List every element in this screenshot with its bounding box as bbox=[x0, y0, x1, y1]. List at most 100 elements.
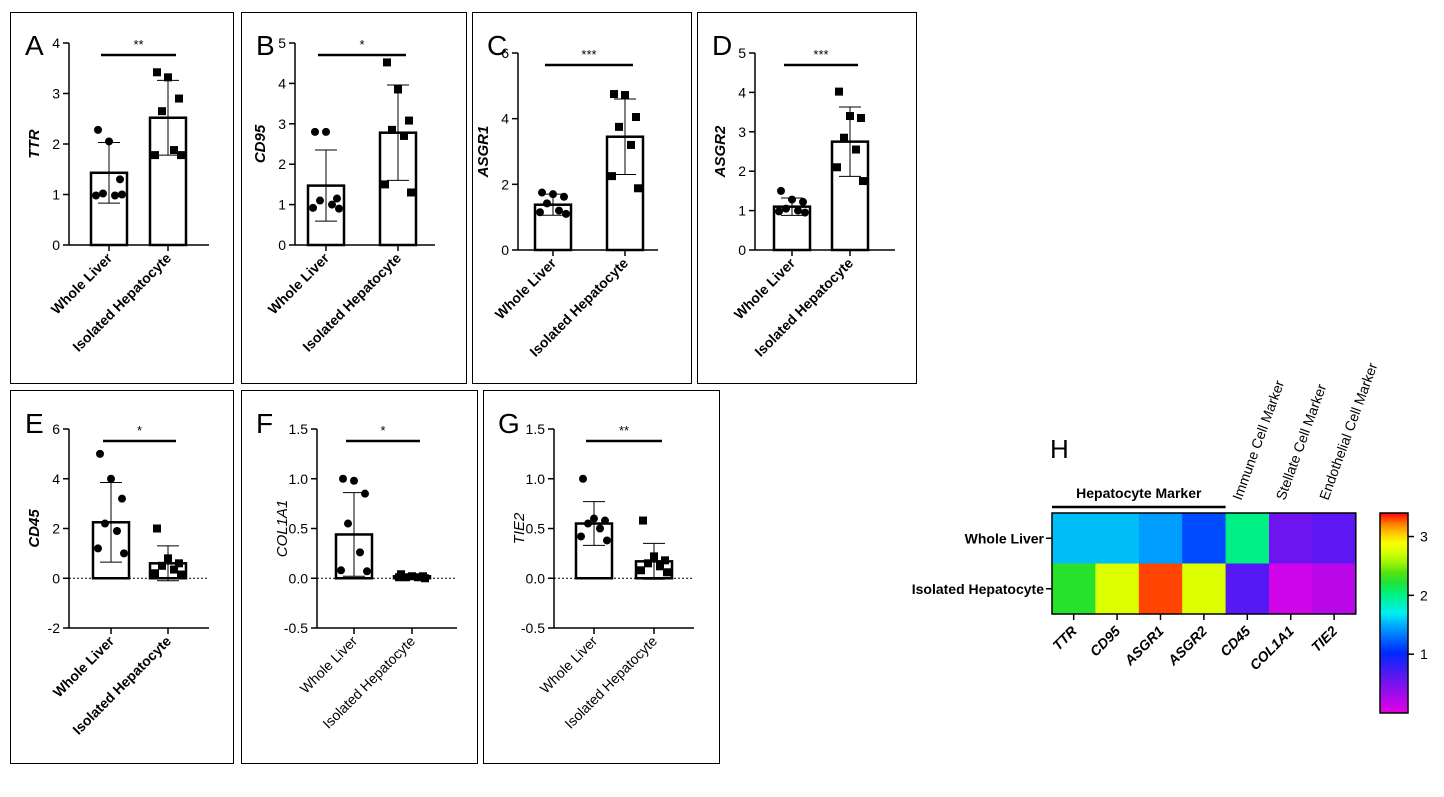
y-tick-label: 0.5 bbox=[289, 521, 309, 537]
y-tick-label: -0.5 bbox=[284, 620, 308, 636]
y-tick-label: 4 bbox=[52, 35, 60, 51]
data-point bbox=[579, 474, 587, 483]
y-tick-label: 0.0 bbox=[526, 570, 546, 586]
data-point bbox=[400, 131, 408, 140]
data-point bbox=[402, 573, 410, 582]
data-point bbox=[777, 186, 785, 195]
y-tick-label: 6 bbox=[52, 421, 60, 437]
y-tick-label: -2 bbox=[48, 620, 61, 636]
data-point bbox=[663, 568, 671, 577]
data-point bbox=[610, 90, 618, 99]
heatmap-cell bbox=[1095, 563, 1140, 615]
panel-f: F -0.5 0.0 0.5 1.0 1.5 COL1A1 Whole Liver Isolat… bbox=[241, 390, 478, 764]
heatmap-cell bbox=[1095, 513, 1140, 564]
group-label: Endothelial Cell Marker bbox=[1316, 360, 1381, 502]
y-tick-label: 2 bbox=[501, 176, 509, 192]
y-tick-label: 3 bbox=[278, 116, 286, 132]
data-point bbox=[177, 570, 185, 579]
data-point bbox=[309, 203, 317, 212]
data-point bbox=[615, 122, 623, 131]
panel-letter: G bbox=[498, 408, 520, 439]
y-tick-label: 4 bbox=[278, 75, 286, 91]
heatmap-cell bbox=[1052, 513, 1096, 564]
data-point bbox=[555, 206, 563, 215]
y-tick-label: 5 bbox=[738, 45, 746, 61]
data-point bbox=[94, 125, 102, 134]
data-point bbox=[328, 200, 336, 209]
panel-a: A 0 1 2 3 4 TTR Whole Liver Isolated Hepatocyte *… bbox=[10, 12, 234, 384]
row-label: Isolated Hepatocyte bbox=[912, 581, 1044, 597]
panel-b: B 0 1 2 3 4 5 CD95 Whole Liver Isolated Hepatocyt… bbox=[241, 12, 467, 384]
data-point bbox=[857, 114, 865, 123]
column-label: TIE2 bbox=[1308, 623, 1340, 655]
data-point bbox=[381, 180, 389, 189]
data-point bbox=[101, 519, 109, 528]
data-point bbox=[361, 489, 369, 498]
data-point bbox=[322, 127, 330, 136]
data-point bbox=[175, 559, 183, 568]
data-point bbox=[311, 127, 319, 136]
y-tick-label: 0 bbox=[52, 237, 60, 253]
y-axis-label: TIE2 bbox=[511, 512, 528, 544]
y-tick-label: 2 bbox=[52, 136, 60, 152]
panel-e: E -2 0 2 4 6 CD45 Whole Liver Isolated Hepatocyt… bbox=[10, 390, 234, 764]
data-point bbox=[577, 532, 585, 541]
y-tick-label: 0.0 bbox=[289, 570, 309, 586]
data-point bbox=[852, 145, 860, 154]
y-tick-label: 1.0 bbox=[526, 471, 546, 487]
significance-label: ** bbox=[619, 423, 629, 438]
x-tick-label: Whole Liver bbox=[537, 633, 601, 697]
data-point bbox=[601, 516, 609, 525]
data-point bbox=[639, 516, 647, 525]
panel-g: G -0.5 0.0 0.5 1.0 1.5 TIE2 Whole Liver Isolated… bbox=[483, 390, 720, 764]
data-point bbox=[421, 574, 429, 583]
data-point bbox=[596, 524, 604, 533]
x-tick-label: Isolated Hepatocyte bbox=[69, 633, 174, 738]
data-point bbox=[775, 207, 783, 216]
y-tick-label: 2 bbox=[278, 156, 286, 172]
panel-c: C 0 2 4 6 ASGR1 Whole Liver Isolated Hepatocyte… bbox=[472, 12, 692, 384]
data-point bbox=[650, 552, 658, 561]
data-point bbox=[105, 137, 113, 146]
data-point bbox=[356, 548, 364, 557]
data-point bbox=[153, 524, 161, 533]
data-point bbox=[177, 151, 185, 160]
colorbar-tick-label: 1 bbox=[1420, 646, 1428, 662]
data-point bbox=[661, 556, 669, 565]
data-point bbox=[603, 536, 611, 545]
panel-letter: D bbox=[712, 30, 732, 61]
y-axis-label: COL1A1 bbox=[274, 500, 291, 558]
data-point bbox=[116, 175, 124, 184]
data-point bbox=[118, 190, 126, 199]
panel-letter: E bbox=[25, 408, 44, 439]
data-point bbox=[794, 206, 802, 215]
data-point bbox=[350, 476, 358, 485]
column-label: ASGR2 bbox=[1164, 623, 1210, 669]
data-point bbox=[627, 140, 635, 149]
significance-label: *** bbox=[581, 47, 596, 62]
y-tick-label: 0.5 bbox=[526, 521, 546, 537]
x-tick-label: Isolated Hepatocyte bbox=[751, 255, 856, 360]
panel-letter: H bbox=[1050, 434, 1069, 464]
heatmap-cell bbox=[1138, 513, 1183, 564]
data-point bbox=[584, 519, 592, 528]
data-point bbox=[363, 567, 371, 576]
data-point bbox=[335, 204, 343, 213]
significance-label: *** bbox=[813, 47, 828, 62]
data-point bbox=[388, 125, 396, 134]
panel-letter: A bbox=[25, 30, 44, 61]
y-axis-label: ASGR1 bbox=[475, 126, 492, 179]
data-point bbox=[549, 190, 557, 199]
heatmap-cell bbox=[1225, 563, 1270, 615]
data-point bbox=[788, 195, 796, 204]
data-point bbox=[536, 208, 544, 217]
row-label: Whole Liver bbox=[965, 530, 1045, 546]
significance-label: * bbox=[137, 423, 142, 438]
y-tick-label: 1.0 bbox=[289, 471, 309, 487]
